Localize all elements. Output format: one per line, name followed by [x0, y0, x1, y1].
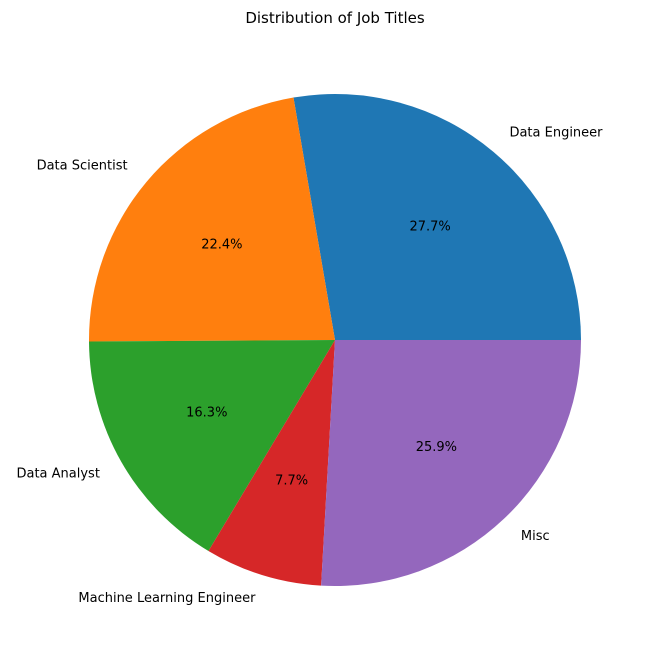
slice-label-misc: Misc [521, 529, 550, 544]
pie-slice-data-analyst [89, 340, 335, 551]
pct-label-data-engineer: 27.7% [409, 220, 450, 235]
pie-slice-data-scientist [88, 97, 335, 342]
pct-label-data-scientist: 22.4% [201, 238, 242, 253]
pie-slice-machine-learning-engineer [208, 340, 335, 586]
pct-label-machine-learning-engineer: 7.7% [275, 474, 308, 489]
pie-labels: Data Engineer 27.7% Data Scientist 22.4% Dat… [16, 126, 603, 607]
slice-label-machine-learning-engineer: Machine Learning Engineer [78, 591, 256, 606]
pie-slices [88, 93, 581, 587]
pct-label-misc: 25.9% [416, 440, 457, 455]
pct-label-data-analyst: 16.3% [186, 406, 227, 421]
pie-slice-misc [321, 340, 581, 587]
slice-label-data-engineer: Data Engineer [509, 126, 603, 141]
slice-label-data-scientist: Data Scientist [37, 159, 128, 174]
slice-label-data-analyst: Data Analyst [16, 467, 99, 482]
chart-title: Distribution of Job Titles [245, 9, 425, 27]
pie-slice-data-engineer [293, 93, 581, 340]
